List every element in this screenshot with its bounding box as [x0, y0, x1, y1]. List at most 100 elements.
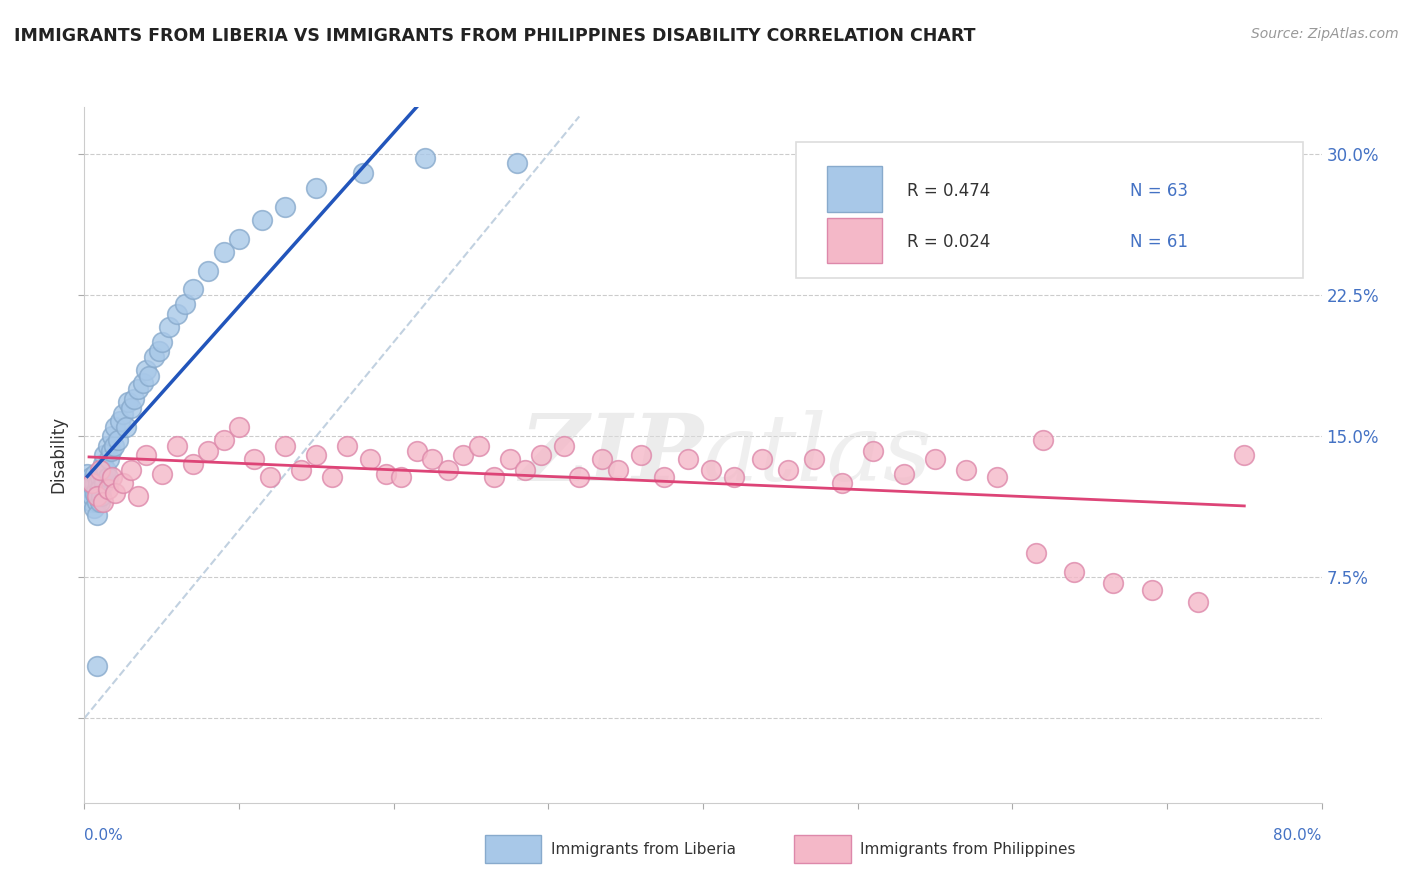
Point [98, 451, 121, 466]
Point [181, 458, 204, 472]
Point [107, 433, 129, 447]
Point [700, 463, 723, 477]
Point [112, 407, 135, 421]
Point [79, 470, 101, 484]
Point [174, 297, 197, 311]
Point [259, 470, 281, 484]
Point [893, 467, 915, 481]
Point [336, 438, 359, 452]
Point [132, 376, 155, 391]
Point [607, 463, 630, 477]
Point [1233, 448, 1256, 462]
Point [91, 470, 114, 484]
Point [117, 395, 139, 409]
Point [138, 368, 160, 383]
Point [1187, 594, 1209, 608]
Point [553, 438, 575, 452]
Point [375, 467, 398, 481]
Point [143, 350, 166, 364]
Point [406, 444, 429, 458]
Point [212, 433, 235, 447]
Text: N = 61: N = 61 [1130, 233, 1188, 252]
Point [128, 489, 150, 503]
Point [212, 244, 235, 259]
Point [228, 232, 250, 246]
Point [468, 438, 491, 452]
Point [499, 451, 522, 466]
Point [97, 482, 120, 496]
Point [862, 444, 884, 458]
Point [108, 414, 131, 428]
Point [305, 448, 328, 462]
Point [252, 212, 274, 227]
Point [91, 495, 114, 509]
Point [89, 495, 111, 509]
Point [89, 480, 111, 494]
Point [831, 476, 853, 491]
Point [986, 470, 1008, 484]
FancyBboxPatch shape [827, 167, 883, 211]
Point [274, 438, 297, 452]
Point [86, 508, 108, 522]
Point [422, 451, 444, 466]
Point [82, 495, 104, 509]
Point [104, 485, 127, 500]
Point [103, 438, 125, 452]
Point [100, 444, 122, 458]
Point [321, 470, 343, 484]
Point [778, 463, 800, 477]
Point [360, 451, 382, 466]
Point [391, 470, 413, 484]
Point [101, 470, 124, 484]
Point [89, 463, 111, 477]
Point [1025, 546, 1047, 560]
Point [803, 451, 825, 466]
Point [654, 470, 676, 484]
Point [1032, 433, 1054, 447]
Text: Immigrants from Liberia: Immigrants from Liberia [551, 842, 737, 856]
Point [93, 476, 115, 491]
Point [82, 489, 104, 503]
Text: N = 63: N = 63 [1130, 182, 1188, 200]
Point [90, 489, 112, 503]
Point [86, 482, 108, 496]
Point [924, 451, 946, 466]
Point [676, 451, 699, 466]
FancyBboxPatch shape [827, 218, 883, 263]
Point [484, 470, 506, 484]
Point [93, 448, 115, 462]
Point [166, 307, 188, 321]
Point [515, 463, 537, 477]
Point [166, 438, 188, 452]
Point [86, 658, 108, 673]
Point [1140, 583, 1163, 598]
Point [228, 419, 250, 434]
Point [568, 470, 591, 484]
Point [413, 151, 436, 165]
Point [181, 282, 204, 296]
Point [87, 489, 110, 503]
Point [751, 451, 773, 466]
Text: 80.0%: 80.0% [1274, 828, 1322, 843]
Point [243, 451, 266, 466]
Point [89, 482, 111, 496]
Point [83, 476, 105, 491]
Point [82, 476, 104, 491]
Point [76, 467, 98, 481]
Point [84, 487, 107, 501]
Point [197, 263, 219, 277]
Point [135, 363, 157, 377]
Text: ZIP: ZIP [519, 410, 703, 500]
Text: Source: ZipAtlas.com: Source: ZipAtlas.com [1251, 27, 1399, 41]
Point [91, 458, 114, 472]
Point [592, 451, 614, 466]
Point [1102, 575, 1125, 590]
Point [506, 156, 529, 170]
Point [122, 392, 145, 406]
Point [90, 463, 112, 477]
Point [150, 335, 173, 350]
Point [120, 401, 142, 415]
Point [104, 419, 127, 434]
Text: Immigrants from Philippines: Immigrants from Philippines [860, 842, 1076, 856]
Y-axis label: Disability: Disability [49, 417, 67, 493]
